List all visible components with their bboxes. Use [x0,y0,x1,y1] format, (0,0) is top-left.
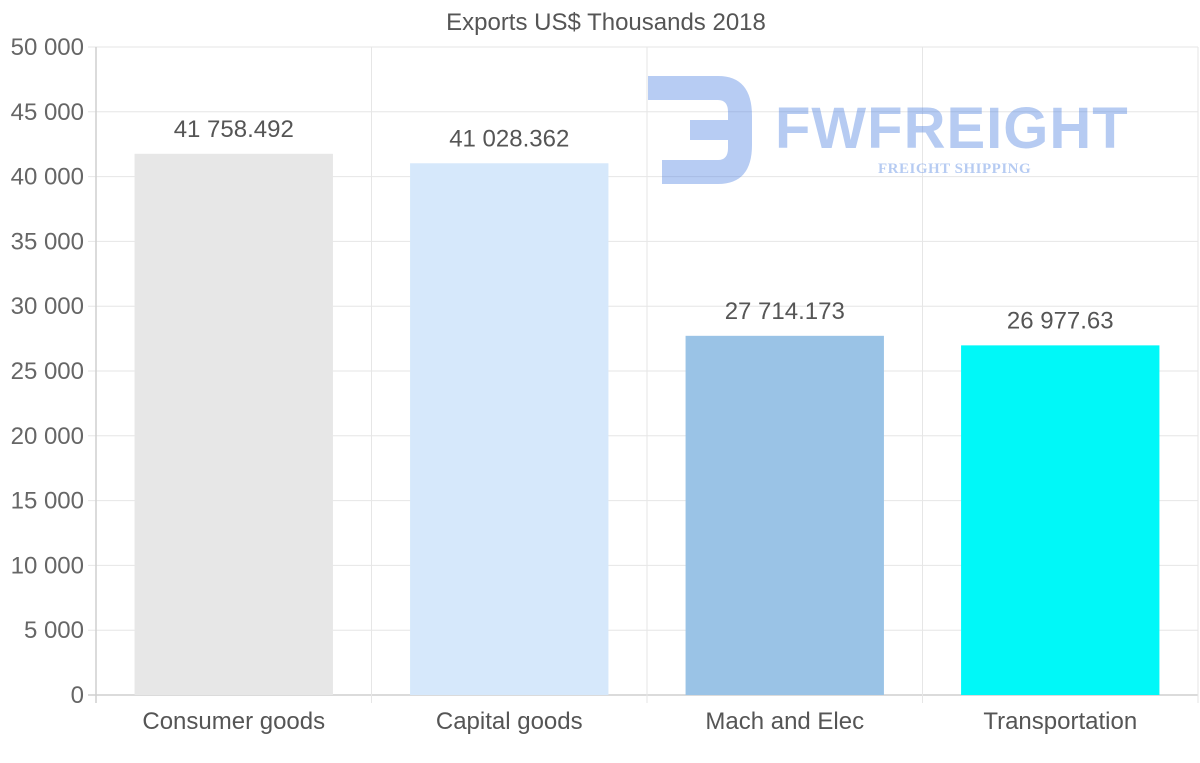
bar-value-label: 41 758.492 [174,116,294,143]
y-tick-label: 45 000 [11,99,84,126]
bar-capital-goods[interactable] [410,163,609,695]
y-tick-label: 0 [71,682,84,709]
x-category-label: Transportation [983,708,1137,735]
y-tick-label: 50 000 [11,34,84,61]
bar-mach-and-elec[interactable] [685,335,884,695]
y-axis-ticks: 0 5 000 10 000 15 000 20 000 25 000 30 000 35 0… [11,34,84,709]
fwfreight-watermark-logo: FWFREIGHT FREIGHT SHIPPING [648,76,1129,184]
bar-value-label: 41 028.362 [449,125,569,152]
y-tick-label: 35 000 [11,228,84,255]
fwfreight-logo-mark [648,76,752,184]
y-tick-label: 25 000 [11,358,84,385]
watermark-brand-text: FWFREIGHT [775,96,1129,161]
bars: 41 758.492 41 028.362 27 714.173 26 977.63 [134,116,1160,695]
y-tick-label: 15 000 [11,488,84,515]
y-tick-label: 10 000 [11,552,84,579]
bar-value-label: 27 714.173 [725,298,845,325]
bar-value-label: 26 977.63 [1007,307,1114,334]
y-tick-label: 30 000 [11,293,84,320]
bar-transportation[interactable] [961,345,1160,695]
y-tick-label: 20 000 [11,423,84,450]
x-category-label: Consumer goods [142,708,325,735]
y-tick-label: 5 000 [24,617,84,644]
x-category-label: Mach and Elec [705,708,864,735]
x-category-label: Capital goods [436,708,583,735]
chart-title: Exports US$ Thousands 2018 [446,9,766,36]
y-tick-label: 40 000 [11,164,84,191]
watermark-tagline-text: FREIGHT SHIPPING [878,161,1031,177]
x-axis-labels: Consumer goods Capital goods Mach and Elec… [142,708,1137,735]
bar-consumer-goods[interactable] [134,153,333,695]
